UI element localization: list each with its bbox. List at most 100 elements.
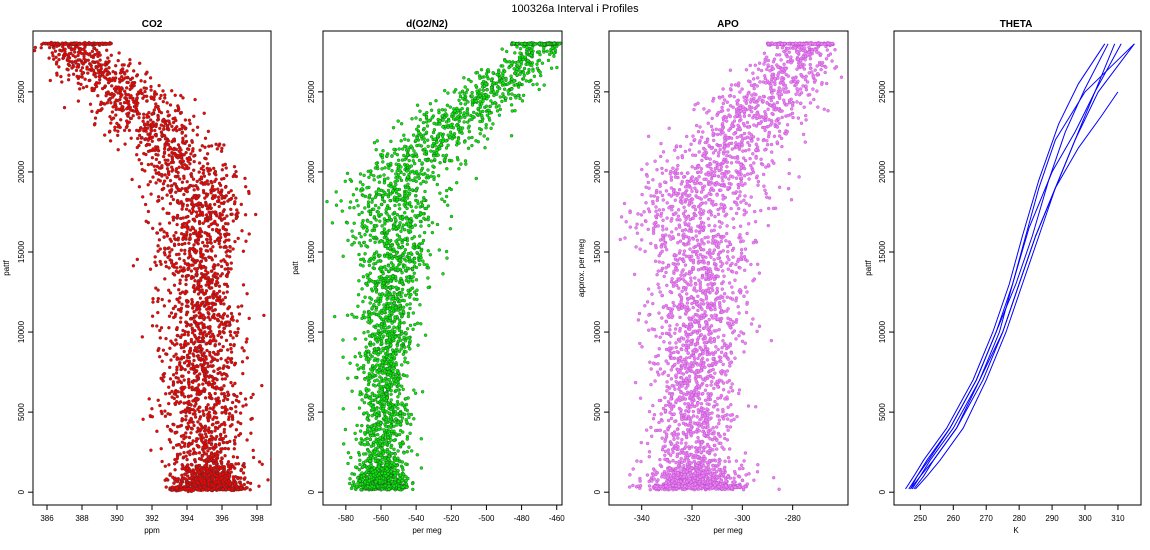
data-point	[52, 42, 56, 46]
data-point	[422, 230, 427, 235]
data-point	[130, 177, 134, 182]
data-point	[217, 342, 222, 346]
data-point	[200, 288, 204, 292]
data-point	[212, 273, 216, 277]
data-point	[219, 192, 223, 196]
data-point	[218, 433, 223, 437]
data-point	[197, 451, 202, 455]
data-point	[521, 93, 526, 98]
data-point	[191, 184, 195, 188]
data-point	[176, 376, 180, 380]
data-point	[228, 249, 232, 253]
data-point	[164, 336, 168, 341]
data-point	[192, 358, 196, 363]
data-point	[531, 82, 535, 87]
data-point	[228, 245, 232, 249]
data-point	[413, 176, 417, 180]
data-point	[87, 53, 91, 57]
data-point	[223, 410, 227, 414]
data-point	[166, 158, 170, 162]
data-point	[184, 207, 189, 211]
data-point	[76, 62, 80, 67]
data-point	[212, 486, 216, 491]
data-point	[182, 450, 186, 455]
data-point	[368, 271, 372, 275]
data-point	[403, 137, 407, 141]
data-point	[182, 332, 187, 337]
data-point	[200, 433, 204, 437]
data-point	[198, 392, 202, 396]
data-point	[218, 314, 223, 319]
data-point	[183, 409, 187, 414]
data-point	[222, 143, 226, 147]
data-point	[242, 461, 246, 466]
data-point	[188, 121, 192, 126]
data-point	[149, 118, 153, 122]
data-point	[221, 298, 225, 302]
data-point	[129, 94, 133, 98]
data-point	[118, 101, 123, 106]
data-point	[334, 203, 339, 207]
x-tick-label: 388	[75, 514, 89, 523]
data-point	[90, 42, 94, 46]
data-point	[509, 134, 514, 138]
data-point	[437, 108, 441, 112]
data-point	[94, 75, 98, 79]
data-point	[371, 373, 375, 377]
data-point	[71, 53, 75, 58]
data-point	[226, 465, 231, 469]
data-point	[179, 343, 183, 347]
data-point	[177, 257, 182, 261]
data-point	[374, 148, 378, 152]
data-point	[411, 178, 415, 183]
data-point	[196, 336, 200, 341]
data-point	[159, 409, 163, 414]
data-point	[167, 288, 171, 292]
data-point	[203, 396, 208, 400]
data-point	[419, 437, 423, 441]
data-point	[49, 42, 53, 46]
data-point	[430, 221, 435, 225]
data-point	[171, 197, 176, 202]
data-point	[209, 222, 213, 227]
data-point	[385, 236, 389, 240]
data-point	[173, 401, 177, 406]
data-point	[194, 184, 198, 188]
data-point	[229, 407, 234, 411]
panel-co2: CO2 ppm pattf 386 388 390 392 394 396 39805000…	[2, 19, 272, 535]
data-point	[188, 237, 192, 241]
data-point	[52, 57, 56, 61]
data-point	[164, 392, 168, 396]
data-point	[199, 284, 203, 289]
data-point	[190, 427, 194, 431]
data-point	[149, 162, 154, 166]
data-point	[412, 297, 416, 301]
data-point	[219, 201, 223, 205]
data-point	[172, 234, 176, 238]
x-tick-label: 386	[40, 514, 54, 523]
data-point	[213, 219, 217, 224]
data-point	[376, 432, 380, 437]
data-point	[154, 102, 158, 106]
data-point	[198, 260, 203, 264]
data-point	[366, 203, 371, 207]
data-point	[354, 375, 358, 380]
data-point	[63, 47, 67, 51]
data-point	[209, 256, 213, 260]
data-point	[227, 487, 231, 491]
data-point	[204, 333, 209, 337]
x-tick-label: 394	[180, 514, 194, 523]
data-point	[193, 267, 197, 271]
data-point	[185, 180, 189, 184]
data-point	[182, 401, 186, 405]
data-point	[417, 158, 422, 163]
data-point	[191, 452, 195, 456]
data-point	[214, 480, 218, 484]
data-point	[171, 373, 176, 377]
data-point	[215, 385, 219, 389]
data-point	[362, 411, 366, 415]
data-point	[381, 160, 385, 164]
data-point	[199, 166, 203, 171]
data-point	[214, 142, 218, 146]
data-point	[191, 128, 195, 132]
